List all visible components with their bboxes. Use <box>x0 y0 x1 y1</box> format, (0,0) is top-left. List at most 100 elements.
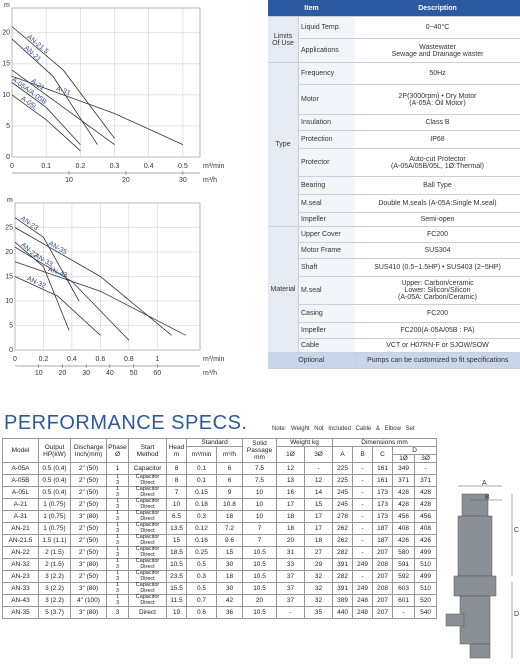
x-tick-label: 0 <box>10 163 14 170</box>
item: Upper Cover <box>298 226 355 243</box>
line: 1 <box>115 570 120 576</box>
item: Bearing <box>298 176 355 195</box>
cell: 32 <box>304 570 334 583</box>
line: 3 <box>115 503 120 510</box>
cell: 32 <box>304 594 334 607</box>
cell: 510 <box>414 558 438 571</box>
cell: - <box>352 462 374 475</box>
cell: 2" (50) <box>70 486 107 499</box>
x2-tick-label: 30 <box>82 370 90 377</box>
spec-row: Bearing Ball Type <box>268 176 520 195</box>
x-axis-label: m³/min <box>203 163 224 170</box>
item: Protector <box>298 148 355 177</box>
x-tick-label: 0.4 <box>67 356 77 363</box>
cell: 37 <box>276 582 306 595</box>
cell: - <box>352 474 374 487</box>
cell: 601 <box>392 594 416 607</box>
cell: 262 <box>332 522 354 535</box>
group-label: Optional <box>268 352 356 369</box>
cell: 3" (80) <box>70 558 107 571</box>
x2-tick-label: 20 <box>59 370 67 377</box>
cell: AN-22 <box>2 546 39 559</box>
description: FC200 <box>355 226 520 243</box>
spec-row: Impeller FC200(A-05A/05B : PA) <box>268 322 520 339</box>
perf-row: A-31 1 (0.75) 3" (80) 1 3 Capacitor Direct 6.5 0… <box>2 510 438 523</box>
cell: 6 <box>215 462 244 475</box>
dim-label: B <box>485 494 490 501</box>
cell: 3 (2.2) <box>38 570 71 583</box>
cell: 391 <box>332 582 354 595</box>
note: Note: Weight Not Included Cable & Elbow … <box>272 426 415 432</box>
cell: 2" (50) <box>70 522 107 535</box>
section-title: PERFORMANCE SPECS. <box>4 412 248 434</box>
cell: 187 <box>372 534 394 547</box>
line: Capacitor <box>135 474 160 480</box>
cell: 603 <box>392 582 416 595</box>
cell: 173 <box>372 498 394 511</box>
cell: 0.25 <box>186 546 217 559</box>
cell: Capacitor Direct <box>128 594 167 607</box>
th: A <box>332 446 354 463</box>
line: 1 <box>115 546 120 552</box>
spec-row: Motor 2P(3000rpm) • Dry Motor (A-05A: Oil … <box>268 84 520 115</box>
cell: Capacitor Direct <box>128 570 167 583</box>
cell: AN-35 <box>2 606 39 619</box>
cell: 17 <box>304 522 334 535</box>
cell: 15.5 <box>166 582 187 595</box>
cell: 408 <box>414 522 438 535</box>
line: 3 <box>115 491 120 498</box>
line: Direct <box>140 491 155 498</box>
curve-label: A-31 <box>55 85 71 97</box>
y-tick-label: 0 <box>9 347 13 354</box>
cell: 249 <box>352 558 374 571</box>
th: Phase Ø <box>106 438 129 463</box>
cell: 4" (100) <box>70 594 107 607</box>
cell: 15 <box>166 534 187 547</box>
th: 1Ø <box>392 454 416 463</box>
th: m³/min <box>186 446 217 463</box>
line: Upper: Carbon/ceramic <box>401 280 474 287</box>
y-tick-label: 20 <box>5 249 13 256</box>
cell: 389 <box>332 594 354 607</box>
line: 1 <box>115 522 120 528</box>
cell: - <box>414 462 438 475</box>
line: 3 <box>115 551 120 558</box>
description: 0~40°C <box>355 16 520 39</box>
x2-tick-label: 20 <box>122 177 130 184</box>
line: 3 <box>115 575 120 582</box>
cell: 7.5 <box>242 474 278 487</box>
description: Semi-open <box>355 212 520 227</box>
line: Sewage and Drainage waster <box>391 50 484 58</box>
cell: 173 <box>372 486 394 499</box>
cell: 248 <box>352 606 374 619</box>
perf-row: AN-32 2 (1.5) 3" (80) 1 3 Capacitor Direct 10.5… <box>2 558 438 571</box>
description: Auto-cut Protector (A-05A/05B/05L, 1Ø:The… <box>355 148 520 177</box>
th: m³/h <box>215 446 244 463</box>
cell: 9 <box>215 486 244 499</box>
cell: AN-33 <box>2 582 39 595</box>
perf-row: AN-21 1 (0.75) 2" (50) 1 3 Capacitor Direct 13.… <box>2 522 438 535</box>
description: FC200 <box>355 304 520 323</box>
y-axis-label: m <box>7 197 13 204</box>
th: 1Ø <box>276 446 306 463</box>
line: Direct <box>140 527 155 534</box>
cell: 19 <box>166 606 187 619</box>
spec-row: Limits Of Use Liquid Temp. 0~40°C <box>268 16 520 63</box>
cell: Capacitor <box>128 462 167 475</box>
cell: 3" (80) <box>70 606 107 619</box>
cell: - <box>352 486 374 499</box>
group-label: Limits Of Use <box>268 16 299 63</box>
cell: 17 <box>276 498 306 511</box>
cell: 520 <box>414 594 438 607</box>
cell: 11.5 <box>166 594 187 607</box>
x-tick-label: 0.5 <box>178 163 188 170</box>
description: Class B <box>355 114 520 131</box>
cell: AN-23 <box>2 570 39 583</box>
cell: Capacitor Direct <box>128 546 167 559</box>
cell: - <box>352 546 374 559</box>
cell: 0.7 <box>186 594 217 607</box>
curve <box>11 94 81 152</box>
cell: 428 <box>414 486 438 499</box>
